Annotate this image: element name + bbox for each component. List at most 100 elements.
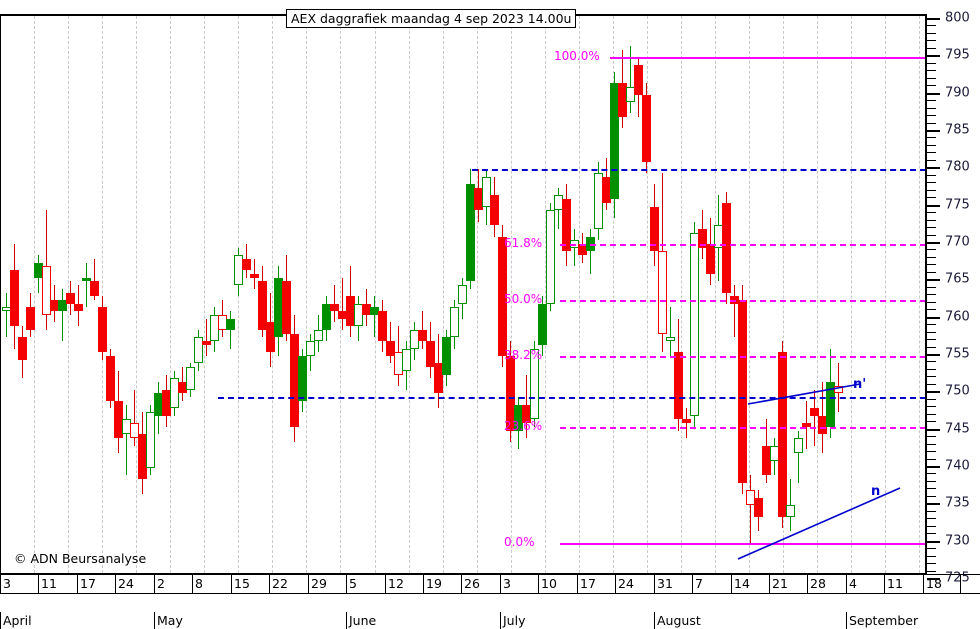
price-axis-tick	[927, 540, 940, 543]
candle-wick	[630, 46, 631, 114]
candle-body-down	[762, 445, 771, 476]
date-axis-day-label: 17	[580, 576, 596, 591]
gridline-vertical	[306, 16, 307, 573]
date-axis-separator	[960, 574, 961, 593]
candle-body-up	[530, 348, 539, 420]
date-axis-day-label: 21	[772, 576, 788, 591]
candle-body-down	[650, 206, 659, 252]
candlestick	[634, 16, 643, 573]
price-axis-label: 785	[945, 122, 970, 138]
gridline-vertical	[715, 16, 716, 573]
candle-body-down	[834, 385, 843, 394]
gridline-vertical	[443, 16, 444, 573]
fibonacci-level-line	[560, 542, 926, 545]
price-axis-minor-tick	[927, 40, 936, 42]
date-axis-separator	[231, 574, 232, 593]
gridline-vertical	[647, 16, 648, 573]
date-axis-separator	[769, 574, 770, 593]
candle-body-up	[546, 210, 555, 304]
candlestick	[354, 16, 363, 573]
candle-body-up	[538, 303, 547, 345]
date-axis-separator	[0, 574, 1, 593]
plot-right-border	[925, 14, 927, 574]
candle-wick	[62, 288, 63, 342]
candle-body-up	[482, 176, 491, 207]
fibonacci-level-label: 23.6%	[504, 418, 543, 433]
candlestick	[130, 16, 139, 573]
candle-body-up	[690, 232, 699, 416]
candle-wick	[86, 262, 87, 308]
candlestick	[370, 16, 379, 573]
candle-wick	[750, 475, 751, 543]
candlestick	[450, 16, 459, 573]
gridline-vertical	[102, 16, 103, 573]
price-axis-minor-tick	[927, 548, 936, 550]
candle-body-down	[418, 329, 427, 342]
candlestick	[658, 16, 667, 573]
price-axis-minor-tick	[927, 100, 936, 102]
price-axis-tick	[927, 92, 940, 95]
candlestick	[170, 16, 179, 573]
candlestick	[386, 16, 395, 573]
price-axis-minor-tick	[927, 256, 936, 258]
candle-body-up	[322, 303, 331, 330]
price-axis-minor-tick	[927, 227, 936, 229]
candlestick	[810, 16, 819, 573]
date-axis-day-label: 5	[349, 576, 357, 591]
candle-body-down	[810, 408, 819, 416]
price-axis-minor-tick	[927, 77, 936, 79]
candlestick	[434, 16, 443, 573]
candlestick	[242, 16, 251, 573]
candle-body-up	[186, 367, 195, 390]
date-axis-separator	[115, 574, 116, 593]
date-axis-day-label: 28	[810, 576, 826, 591]
candle-body-down	[330, 303, 339, 312]
date-axis-month-separator	[154, 612, 155, 629]
candlestick	[322, 16, 331, 573]
price-axis-minor-tick	[927, 144, 936, 146]
date-axis-month-separator	[846, 612, 847, 629]
candle-body-down	[266, 322, 275, 353]
date-axis-day-label: 2	[157, 576, 165, 591]
price-axis-label: 795	[945, 47, 970, 63]
candle-body-up	[314, 329, 323, 342]
candlestick	[698, 16, 707, 573]
candlestick	[282, 16, 291, 573]
price-chart-plot-area[interactable]: 100.0% 61.8% 50.0% 38.2% 23.6% 0.0% n' n	[0, 14, 926, 574]
plot-left-border	[0, 14, 1, 574]
price-axis-minor-tick	[927, 406, 936, 408]
date-axis-day-label: 11	[41, 576, 57, 591]
candle-body-down	[674, 352, 683, 420]
price-axis-minor-tick	[927, 47, 936, 49]
candlestick	[26, 16, 35, 573]
candlestick	[250, 16, 259, 573]
price-axis-minor-tick	[927, 570, 936, 572]
candlestick	[66, 16, 75, 573]
price-axis-label: 755	[945, 346, 970, 362]
date-axis-day-label: 7	[695, 576, 703, 591]
candle-body-down	[282, 281, 291, 334]
candle-wick	[126, 404, 127, 476]
date-axis-day-label: 10	[541, 576, 557, 591]
price-axis-label: 735	[945, 495, 970, 511]
date-axis-day-label: 24	[118, 576, 134, 591]
price-axis-label: 790	[945, 85, 970, 101]
candlestick	[314, 16, 323, 573]
date-axis-day-label: 3	[503, 576, 511, 591]
price-axis-minor-tick	[927, 137, 936, 139]
fibonacci-level-label: 50.0%	[504, 292, 543, 306]
chart-screenshot: 100.0% 61.8% 50.0% 38.2% 23.6% 0.0% n' n AEX …	[0, 9, 980, 629]
gridline-vertical	[170, 16, 171, 573]
candlestick	[82, 16, 91, 573]
candlestick	[666, 16, 675, 573]
gridline-vertical	[885, 16, 886, 573]
date-axis-separator	[192, 574, 193, 593]
candlestick	[330, 16, 339, 573]
price-axis-label: 765	[945, 271, 970, 287]
date-axis-month-label: June	[349, 613, 377, 628]
price-axis-tick	[927, 503, 940, 506]
price-axis-minor-tick	[927, 480, 936, 482]
date-axis-day-label: 26	[464, 576, 480, 591]
price-axis-tick	[927, 578, 940, 580]
horizontal-level-resistance	[472, 169, 926, 172]
